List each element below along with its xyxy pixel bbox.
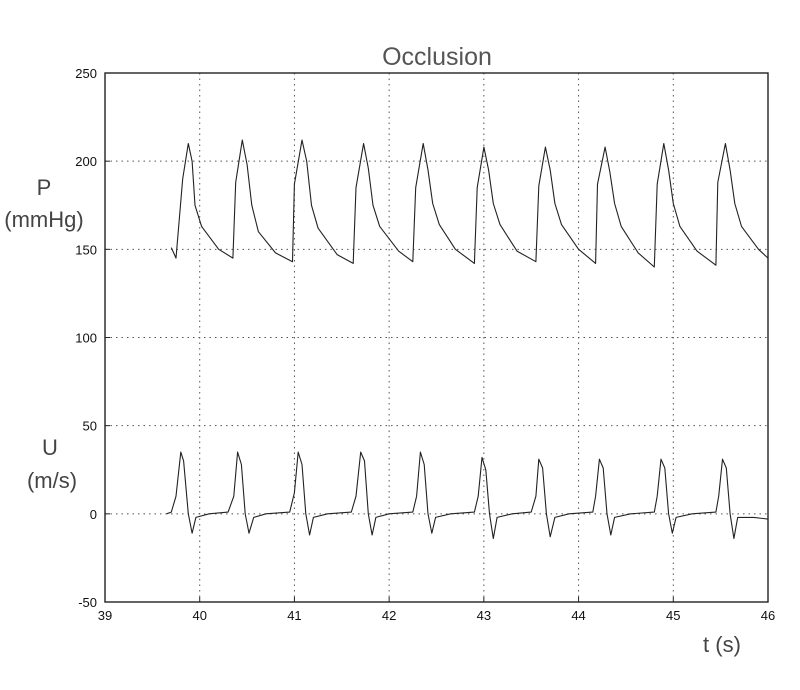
tick-labels: 39 40 41 42 43 44 45 46 -50 0 50 100 150 200 250	[75, 66, 775, 623]
x-tick-label: 39	[98, 608, 112, 623]
x-tick-label: 41	[287, 608, 301, 623]
plot-frame	[104, 72, 769, 603]
series-label-u-name: U	[42, 435, 58, 460]
series-label-p-unit: (mmHg)	[4, 207, 83, 232]
y-tick-label: 200	[75, 154, 97, 169]
traces	[166, 139, 769, 540]
series-line-u	[166, 451, 769, 540]
chart-title: Occlusion	[382, 43, 492, 71]
series-line-p	[170, 139, 769, 268]
y-tick-label: 0	[90, 507, 97, 522]
series-label-p-name: P	[37, 175, 52, 200]
x-tick-label: 42	[382, 608, 396, 623]
y-tick-label: 50	[83, 419, 97, 434]
y-tick-label: 100	[75, 331, 97, 346]
x-tick-label: 43	[477, 608, 491, 623]
x-tick-label: 44	[571, 608, 585, 623]
y-tick-label: 150	[75, 242, 97, 257]
y-tick-label: -50	[78, 595, 97, 610]
y-tick-label: 250	[75, 66, 97, 81]
series-label-u-unit: (m/s)	[27, 468, 77, 493]
x-tick-label: 45	[666, 608, 680, 623]
x-axis-label: t (s)	[703, 632, 741, 657]
grid-lines	[104, 72, 769, 603]
x-tick-label: 40	[192, 608, 206, 623]
x-tick-label: 46	[761, 608, 775, 623]
